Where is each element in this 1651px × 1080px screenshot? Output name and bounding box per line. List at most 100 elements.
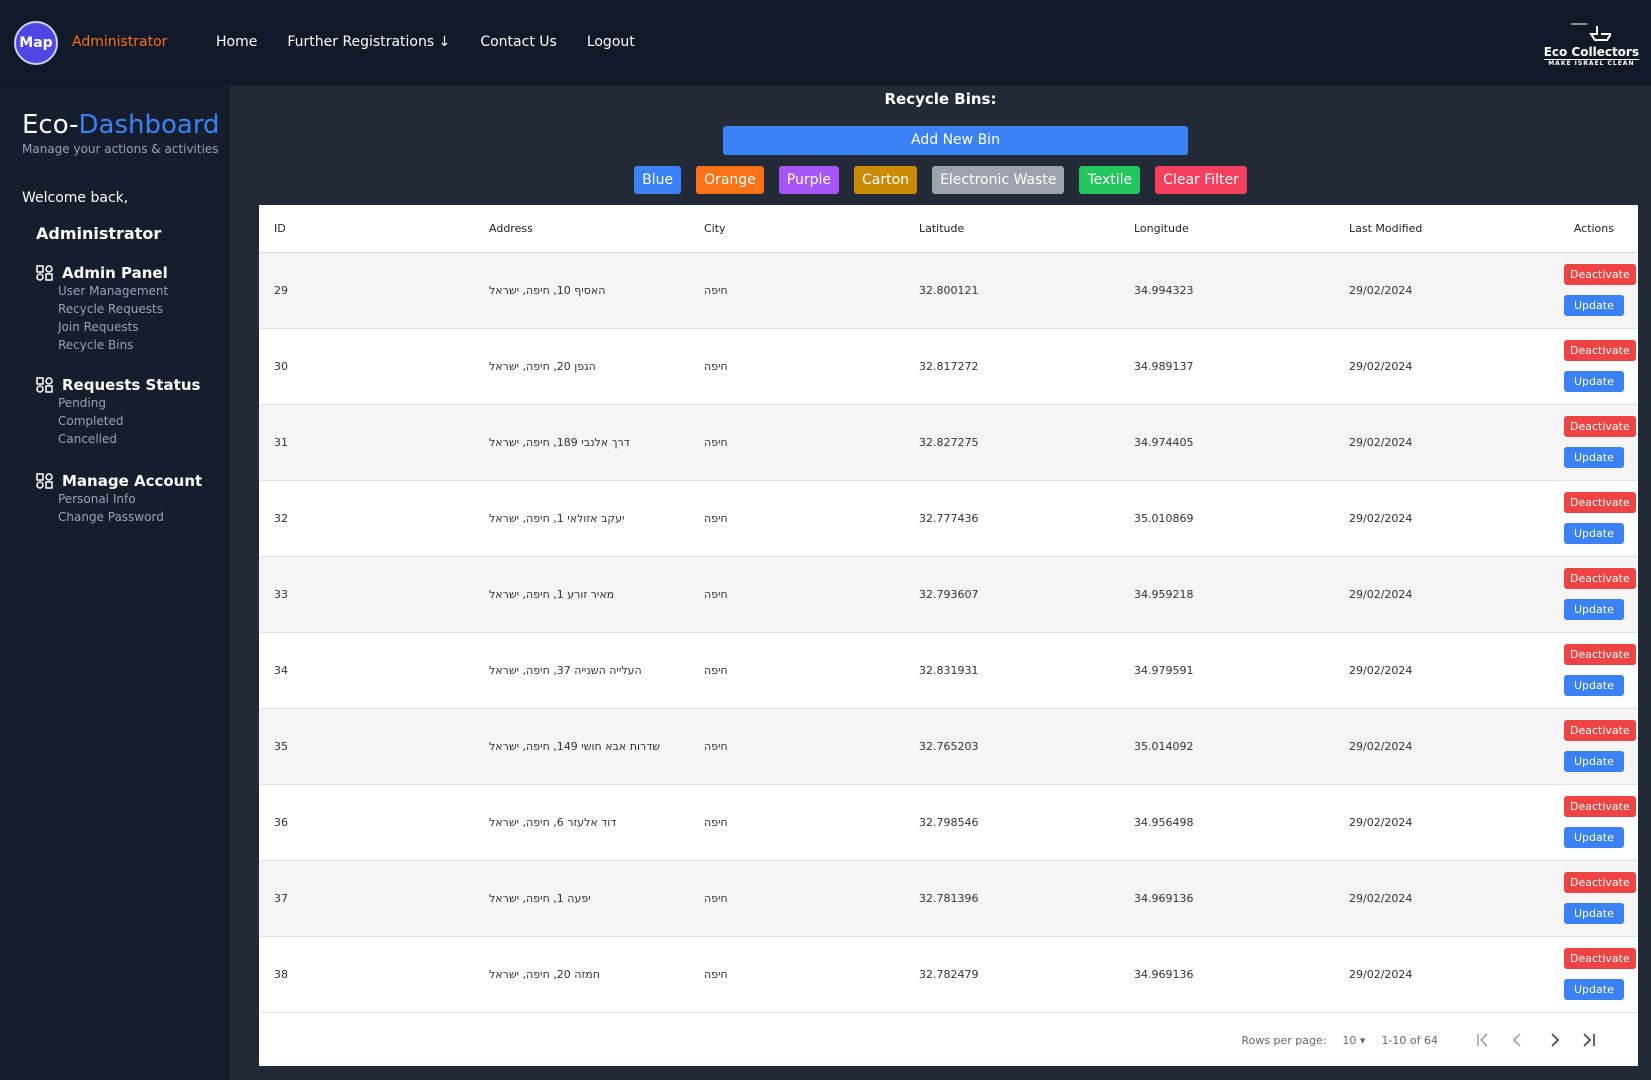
- table-cell: חמזה 20, חיפה, ישראל: [474, 936, 689, 1013]
- nav-link[interactable]: Contact Us: [480, 34, 557, 50]
- filter-button[interactable]: Clear Filter: [1155, 166, 1247, 194]
- update-button[interactable]: Update: [1564, 447, 1624, 468]
- deactivate-button[interactable]: Deactivate: [1564, 340, 1636, 361]
- sidebar-link[interactable]: Change Password: [58, 510, 164, 524]
- sidebar-subtitle: Manage your actions & activities: [22, 142, 219, 156]
- actions-cell: Deactivate Update: [1549, 860, 1638, 937]
- table-cell: 29: [259, 252, 474, 329]
- table-cell: 29/02/2024: [1334, 632, 1549, 709]
- column-header: Longitude: [1119, 205, 1334, 253]
- actions-cell: Deactivate Update: [1549, 556, 1638, 633]
- table-cell: חיפה: [689, 480, 904, 557]
- deactivate-button[interactable]: Deactivate: [1564, 416, 1636, 437]
- deactivate-button[interactable]: Deactivate: [1564, 872, 1636, 893]
- sidebar-link[interactable]: User Management: [58, 284, 169, 298]
- section-title-text: Requests Status: [62, 376, 201, 394]
- table-cell: 29/02/2024: [1334, 404, 1549, 481]
- deactivate-button[interactable]: Deactivate: [1564, 948, 1636, 969]
- sidebar-link[interactable]: Recycle Bins: [58, 338, 134, 352]
- table-cell: 31: [259, 404, 474, 481]
- table-cell: 32.777436: [904, 480, 1119, 557]
- deactivate-button[interactable]: Deactivate: [1564, 644, 1636, 665]
- actions-cell: Deactivate Update: [1549, 708, 1638, 785]
- sidebar-link[interactable]: Personal Info: [58, 492, 136, 506]
- section-icon: [36, 377, 53, 393]
- table-cell: 34.974405: [1119, 404, 1334, 481]
- table-cell: 32: [259, 480, 474, 557]
- column-header: Last Modified: [1334, 205, 1549, 253]
- next-page[interactable]: [1551, 1033, 1560, 1047]
- nav-link[interactable]: Further Registrations ↓: [287, 34, 451, 50]
- column-header: Latitude: [904, 205, 1119, 253]
- sidebar-section: Manage Account Personal Info Change Passwo…: [36, 472, 202, 526]
- filter-button[interactable]: Textile: [1079, 166, 1141, 194]
- deactivate-button[interactable]: Deactivate: [1564, 264, 1636, 285]
- sidebar-link[interactable]: Join Requests: [58, 320, 139, 334]
- sidebar-link[interactable]: Recycle Requests: [58, 302, 164, 316]
- table-cell: 34.956498: [1119, 784, 1334, 861]
- deactivate-button[interactable]: Deactivate: [1564, 720, 1636, 741]
- sidebar-link[interactable]: Cancelled: [58, 432, 117, 446]
- update-button[interactable]: Update: [1564, 523, 1624, 544]
- page-nav: [1477, 1033, 1595, 1047]
- table-cell: חיפה: [689, 556, 904, 633]
- rows-select[interactable]: 10 ▾: [1342, 1033, 1366, 1047]
- nav-link[interactable]: Home: [216, 34, 258, 50]
- table-cell: דוד אלעזר 6, חיפה, ישראל: [474, 784, 689, 861]
- table-cell: חיפה: [689, 252, 904, 329]
- sidebar-link[interactable]: Pending: [58, 396, 106, 410]
- deactivate-button[interactable]: Deactivate: [1564, 568, 1636, 589]
- table-cell: יעקב אזולאי 1, חיפה, ישראל: [474, 480, 689, 557]
- filter-button[interactable]: Blue: [634, 166, 682, 194]
- table-cell: 32.817272: [904, 328, 1119, 405]
- update-button[interactable]: Update: [1564, 979, 1624, 1000]
- section-title-text: Admin Panel: [62, 264, 168, 282]
- add-bin-button[interactable]: Add New Bin: [723, 126, 1188, 155]
- update-button[interactable]: Update: [1564, 675, 1624, 696]
- table-cell: 30: [259, 328, 474, 405]
- table-cell: 29/02/2024: [1334, 708, 1549, 785]
- section-title: Manage Account: [36, 472, 202, 490]
- update-button[interactable]: Update: [1564, 599, 1624, 620]
- actions-cell: Deactivate Update: [1549, 936, 1638, 1013]
- table-cell: 34.959218: [1119, 556, 1334, 633]
- actions-cell: Deactivate Update: [1549, 252, 1638, 329]
- last-page[interactable]: [1583, 1033, 1595, 1047]
- logo[interactable]: Map: [14, 21, 58, 65]
- table-row: 31 דרך אלנבי 189, חיפה, ישראל חיפה 32.82727…: [259, 404, 1638, 481]
- table-cell: האסיף 10, חיפה, ישראל: [474, 252, 689, 329]
- table-row: 34 העלייה השנייה 37, חיפה, ישראל חיפה 32.83…: [259, 632, 1638, 709]
- pagination: Rows per page: 10 ▾ 1-10 of 64: [259, 1014, 1638, 1066]
- table-cell: 29/02/2024: [1334, 328, 1549, 405]
- prev-page[interactable]: [1512, 1033, 1521, 1047]
- filter-button[interactable]: Electronic Waste: [932, 166, 1065, 194]
- table-cell: 34.979591: [1119, 632, 1334, 709]
- table-cell: מאיר זורע 1, חיפה, ישראל: [474, 556, 689, 633]
- section-icon: [36, 473, 53, 489]
- page-title: Recycle Bins:: [884, 90, 997, 108]
- filter-button[interactable]: Carton: [854, 166, 918, 194]
- rows-label: Rows per page:: [1241, 1033, 1327, 1047]
- nav-link[interactable]: Logout: [586, 34, 635, 50]
- update-button[interactable]: Update: [1564, 371, 1624, 392]
- navbar: Map Administrator Home Further Registrati…: [0, 0, 1651, 86]
- rows-value: 10: [1342, 1033, 1357, 1047]
- actions-cell: Deactivate Update: [1549, 328, 1638, 405]
- update-button[interactable]: Update: [1564, 903, 1624, 924]
- title-part: Eco-: [22, 110, 79, 140]
- nav-user[interactable]: Administrator: [72, 34, 168, 50]
- update-button[interactable]: Update: [1564, 751, 1624, 772]
- deactivate-button[interactable]: Deactivate: [1564, 796, 1636, 817]
- table-cell: 34: [259, 632, 474, 709]
- sidebar-link[interactable]: Completed: [58, 414, 124, 428]
- first-page[interactable]: [1477, 1033, 1488, 1047]
- table-cell: הגפן 20, חיפה, ישראל: [474, 328, 689, 405]
- table-row: 35 שדרות אבא חושי 149, חיפה, ישראל חיפה 32.…: [259, 708, 1638, 785]
- deactivate-button[interactable]: Deactivate: [1564, 492, 1636, 513]
- brand-tagline: MAKE ISRAEL CLEAN: [1543, 59, 1639, 67]
- update-button[interactable]: Update: [1564, 827, 1624, 848]
- table-cell: יפעה 1, חיפה, ישראל: [474, 860, 689, 937]
- filter-button[interactable]: Purple: [778, 166, 840, 194]
- filter-button[interactable]: Orange: [696, 166, 764, 194]
- update-button[interactable]: Update: [1564, 295, 1624, 316]
